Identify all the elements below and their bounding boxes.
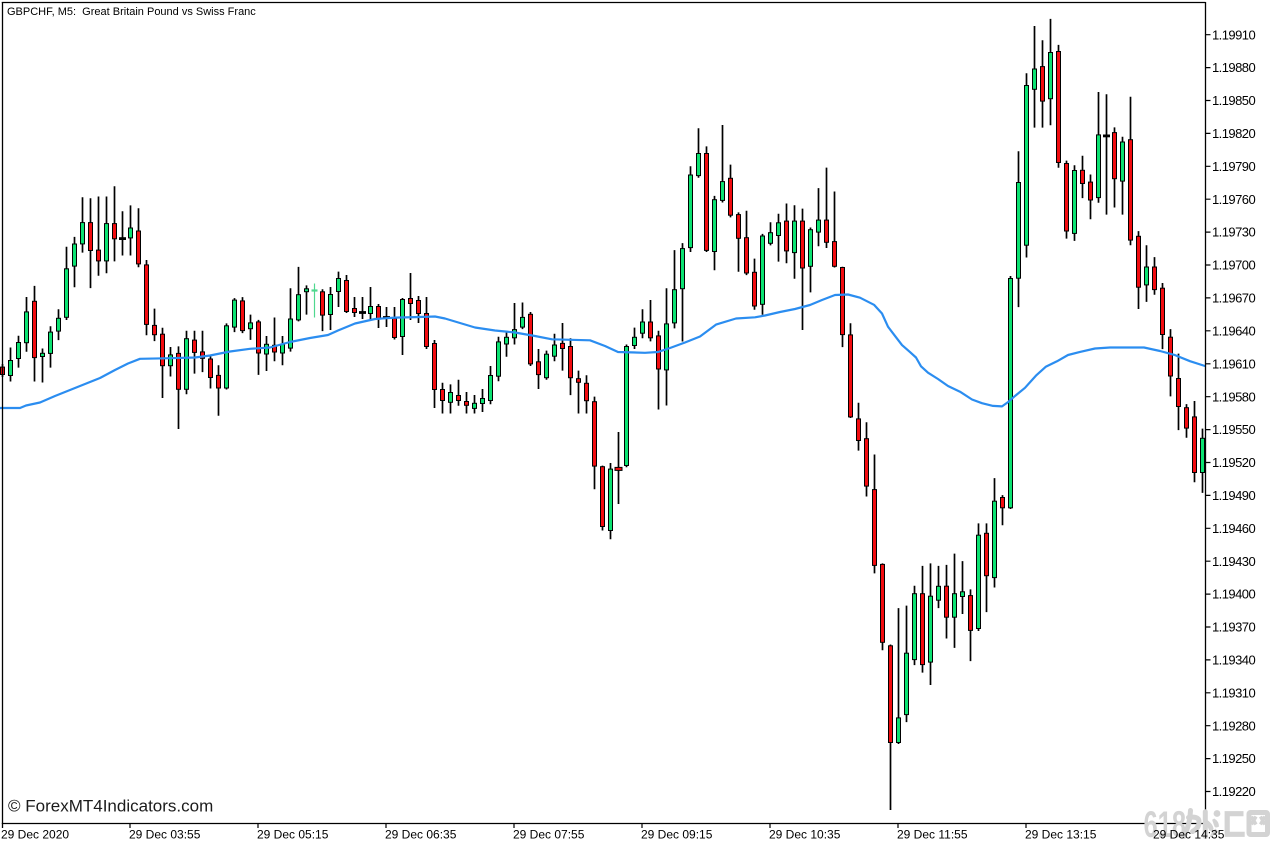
svg-text:GBPCHF, M5: Great Britain Pou: GBPCHF, M5: Great Britain Pound vs Swiss…: [7, 6, 256, 18]
svg-text:29 Dec 05:15: 29 Dec 05:15: [257, 828, 329, 842]
svg-text:© ForexMT4Indicators.com: © ForexMT4Indicators.com: [8, 797, 213, 816]
svg-text:1.19310: 1.19310: [1212, 685, 1255, 700]
svg-text:1.19910: 1.19910: [1212, 27, 1255, 42]
svg-text:1.19400: 1.19400: [1212, 587, 1255, 602]
svg-text:29 Dec 09:15: 29 Dec 09:15: [641, 828, 713, 842]
svg-text:29 Dec 07:55: 29 Dec 07:55: [513, 828, 585, 842]
svg-text:29 Dec 03:55: 29 Dec 03:55: [129, 828, 201, 842]
svg-text:1.19550: 1.19550: [1212, 422, 1255, 437]
svg-text:1.19700: 1.19700: [1212, 258, 1255, 273]
svg-text:1.19370: 1.19370: [1212, 620, 1255, 635]
svg-text:1.19850: 1.19850: [1212, 93, 1255, 108]
svg-text:1.19610: 1.19610: [1212, 356, 1255, 371]
svg-text:1.19640: 1.19640: [1212, 323, 1255, 338]
svg-text:29 Dec 10:35: 29 Dec 10:35: [769, 828, 841, 842]
svg-text:1.19580: 1.19580: [1212, 389, 1255, 404]
svg-text:1.19820: 1.19820: [1212, 126, 1255, 141]
svg-text:1.19430: 1.19430: [1212, 554, 1255, 569]
svg-text:1.19250: 1.19250: [1212, 751, 1255, 766]
svg-text:29 Dec 06:35: 29 Dec 06:35: [385, 828, 457, 842]
svg-text:29 Dec 14:35: 29 Dec 14:35: [1153, 828, 1225, 842]
svg-text:1.19490: 1.19490: [1212, 488, 1255, 503]
svg-text:1.19790: 1.19790: [1212, 159, 1255, 174]
svg-text:1.19880: 1.19880: [1212, 60, 1255, 75]
svg-text:1.19220: 1.19220: [1212, 784, 1255, 799]
svg-text:1.19280: 1.19280: [1212, 718, 1255, 733]
svg-text:1.19760: 1.19760: [1212, 192, 1255, 207]
svg-text:1.19520: 1.19520: [1212, 455, 1255, 470]
svg-text:1.19460: 1.19460: [1212, 521, 1255, 536]
svg-text:618: 618: [1144, 803, 1187, 845]
svg-text:1.19670: 1.19670: [1212, 291, 1255, 306]
svg-text:29 Dec 11:55: 29 Dec 11:55: [897, 828, 968, 842]
svg-text:29 Dec 13:15: 29 Dec 13:15: [1025, 828, 1097, 842]
svg-text:1.19730: 1.19730: [1212, 225, 1255, 240]
svg-text:29 Dec 2020: 29 Dec 2020: [1, 828, 69, 842]
svg-text:1.19340: 1.19340: [1212, 653, 1255, 668]
